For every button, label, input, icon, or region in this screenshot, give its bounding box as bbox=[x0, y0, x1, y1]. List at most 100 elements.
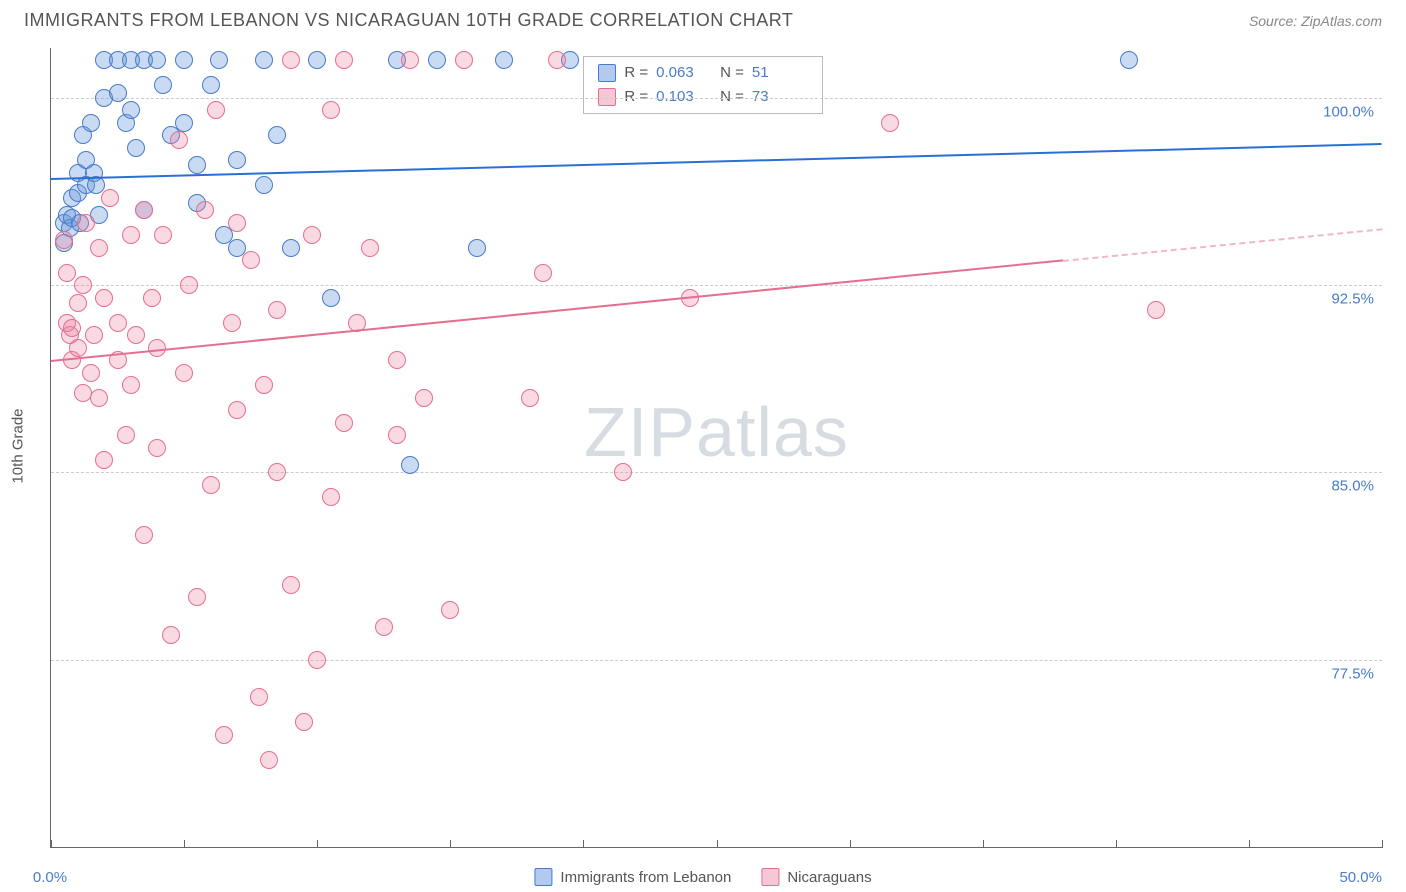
swatch-lebanon-icon bbox=[534, 868, 552, 886]
y-axis-tick-label: 77.5% bbox=[1331, 665, 1374, 682]
point-nicaraguans bbox=[614, 463, 632, 481]
point-nicaraguans bbox=[388, 426, 406, 444]
x-axis-tick bbox=[1249, 840, 1250, 848]
point-nicaraguans bbox=[170, 131, 188, 149]
point-nicaraguans bbox=[282, 576, 300, 594]
point-nicaraguans bbox=[82, 364, 100, 382]
source-attribution: Source: ZipAtlas.com bbox=[1249, 13, 1382, 29]
point-lebanon bbox=[268, 126, 286, 144]
point-nicaraguans bbox=[375, 618, 393, 636]
point-lebanon bbox=[175, 114, 193, 132]
point-nicaraguans bbox=[455, 51, 473, 69]
point-nicaraguans bbox=[188, 588, 206, 606]
point-nicaraguans bbox=[135, 201, 153, 219]
point-lebanon bbox=[202, 76, 220, 94]
trendline-nicaraguans bbox=[51, 260, 1063, 363]
point-lebanon bbox=[127, 139, 145, 157]
x-axis-tick bbox=[317, 840, 318, 848]
point-nicaraguans bbox=[268, 463, 286, 481]
x-axis-tick bbox=[583, 840, 584, 848]
y-axis-tick-label: 100.0% bbox=[1323, 103, 1374, 120]
point-nicaraguans bbox=[180, 276, 198, 294]
point-nicaraguans bbox=[441, 601, 459, 619]
point-nicaraguans bbox=[388, 351, 406, 369]
point-nicaraguans bbox=[548, 51, 566, 69]
legend-row-lebanon: R = 0.063 N = 51 bbox=[598, 61, 808, 85]
point-nicaraguans bbox=[69, 294, 87, 312]
point-nicaraguans bbox=[148, 439, 166, 457]
point-nicaraguans bbox=[335, 51, 353, 69]
watermark-text: ZIPatlas bbox=[584, 392, 849, 472]
y-axis-tick-label: 85.0% bbox=[1331, 478, 1374, 495]
legend-item-lebanon: Immigrants from Lebanon bbox=[534, 868, 731, 886]
gridline bbox=[51, 660, 1382, 661]
point-nicaraguans bbox=[95, 451, 113, 469]
point-nicaraguans bbox=[361, 239, 379, 257]
point-nicaraguans bbox=[228, 214, 246, 232]
x-axis-tick bbox=[850, 840, 851, 848]
point-nicaraguans bbox=[90, 239, 108, 257]
point-nicaraguans bbox=[55, 231, 73, 249]
point-nicaraguans bbox=[63, 319, 81, 337]
point-lebanon bbox=[175, 51, 193, 69]
y-axis-title: 10th Grade bbox=[10, 408, 27, 483]
point-nicaraguans bbox=[122, 226, 140, 244]
point-nicaraguans bbox=[74, 276, 92, 294]
point-nicaraguans bbox=[1147, 301, 1165, 319]
point-lebanon bbox=[308, 51, 326, 69]
point-nicaraguans bbox=[196, 201, 214, 219]
point-lebanon bbox=[122, 101, 140, 119]
point-nicaraguans bbox=[242, 251, 260, 269]
chart-title: IMMIGRANTS FROM LEBANON VS NICARAGUAN 10… bbox=[24, 10, 793, 31]
point-nicaraguans bbox=[268, 301, 286, 319]
point-lebanon bbox=[428, 51, 446, 69]
point-lebanon bbox=[188, 156, 206, 174]
point-lebanon bbox=[255, 51, 273, 69]
point-lebanon bbox=[495, 51, 513, 69]
point-lebanon bbox=[109, 84, 127, 102]
point-nicaraguans bbox=[260, 751, 278, 769]
point-nicaraguans bbox=[69, 339, 87, 357]
point-lebanon bbox=[1120, 51, 1138, 69]
gridline bbox=[51, 98, 1382, 99]
point-nicaraguans bbox=[228, 401, 246, 419]
legend-item-nicaraguans: Nicaraguans bbox=[761, 868, 871, 886]
x-axis-label-min: 0.0% bbox=[33, 869, 67, 886]
point-nicaraguans bbox=[122, 376, 140, 394]
point-lebanon bbox=[148, 51, 166, 69]
y-axis-tick-label: 92.5% bbox=[1331, 291, 1374, 308]
series-legend: Immigrants from Lebanon Nicaraguans bbox=[534, 868, 871, 886]
swatch-lebanon-icon bbox=[598, 64, 616, 82]
point-nicaraguans bbox=[308, 651, 326, 669]
point-lebanon bbox=[468, 239, 486, 257]
point-lebanon bbox=[282, 239, 300, 257]
swatch-nicaraguans-icon bbox=[761, 868, 779, 886]
point-nicaraguans bbox=[282, 51, 300, 69]
x-axis-tick bbox=[450, 840, 451, 848]
point-nicaraguans bbox=[127, 326, 145, 344]
point-nicaraguans bbox=[401, 51, 419, 69]
legend-label: Nicaraguans bbox=[787, 869, 871, 886]
point-nicaraguans bbox=[322, 488, 340, 506]
x-axis-tick bbox=[51, 840, 52, 848]
point-nicaraguans bbox=[255, 376, 273, 394]
x-axis-tick bbox=[717, 840, 718, 848]
x-axis-tick bbox=[983, 840, 984, 848]
x-axis-tick bbox=[1116, 840, 1117, 848]
point-nicaraguans bbox=[135, 526, 153, 544]
point-nicaraguans bbox=[322, 101, 340, 119]
point-lebanon bbox=[255, 176, 273, 194]
point-nicaraguans bbox=[117, 426, 135, 444]
point-lebanon bbox=[82, 114, 100, 132]
point-lebanon bbox=[228, 151, 246, 169]
point-nicaraguans bbox=[207, 101, 225, 119]
x-axis-tick bbox=[184, 840, 185, 848]
point-nicaraguans bbox=[148, 339, 166, 357]
trendline-nicaraguans-extrapolated bbox=[1062, 228, 1382, 262]
point-nicaraguans bbox=[85, 326, 103, 344]
point-nicaraguans bbox=[534, 264, 552, 282]
point-lebanon bbox=[210, 51, 228, 69]
point-lebanon bbox=[401, 456, 419, 474]
point-nicaraguans bbox=[521, 389, 539, 407]
point-nicaraguans bbox=[175, 364, 193, 382]
